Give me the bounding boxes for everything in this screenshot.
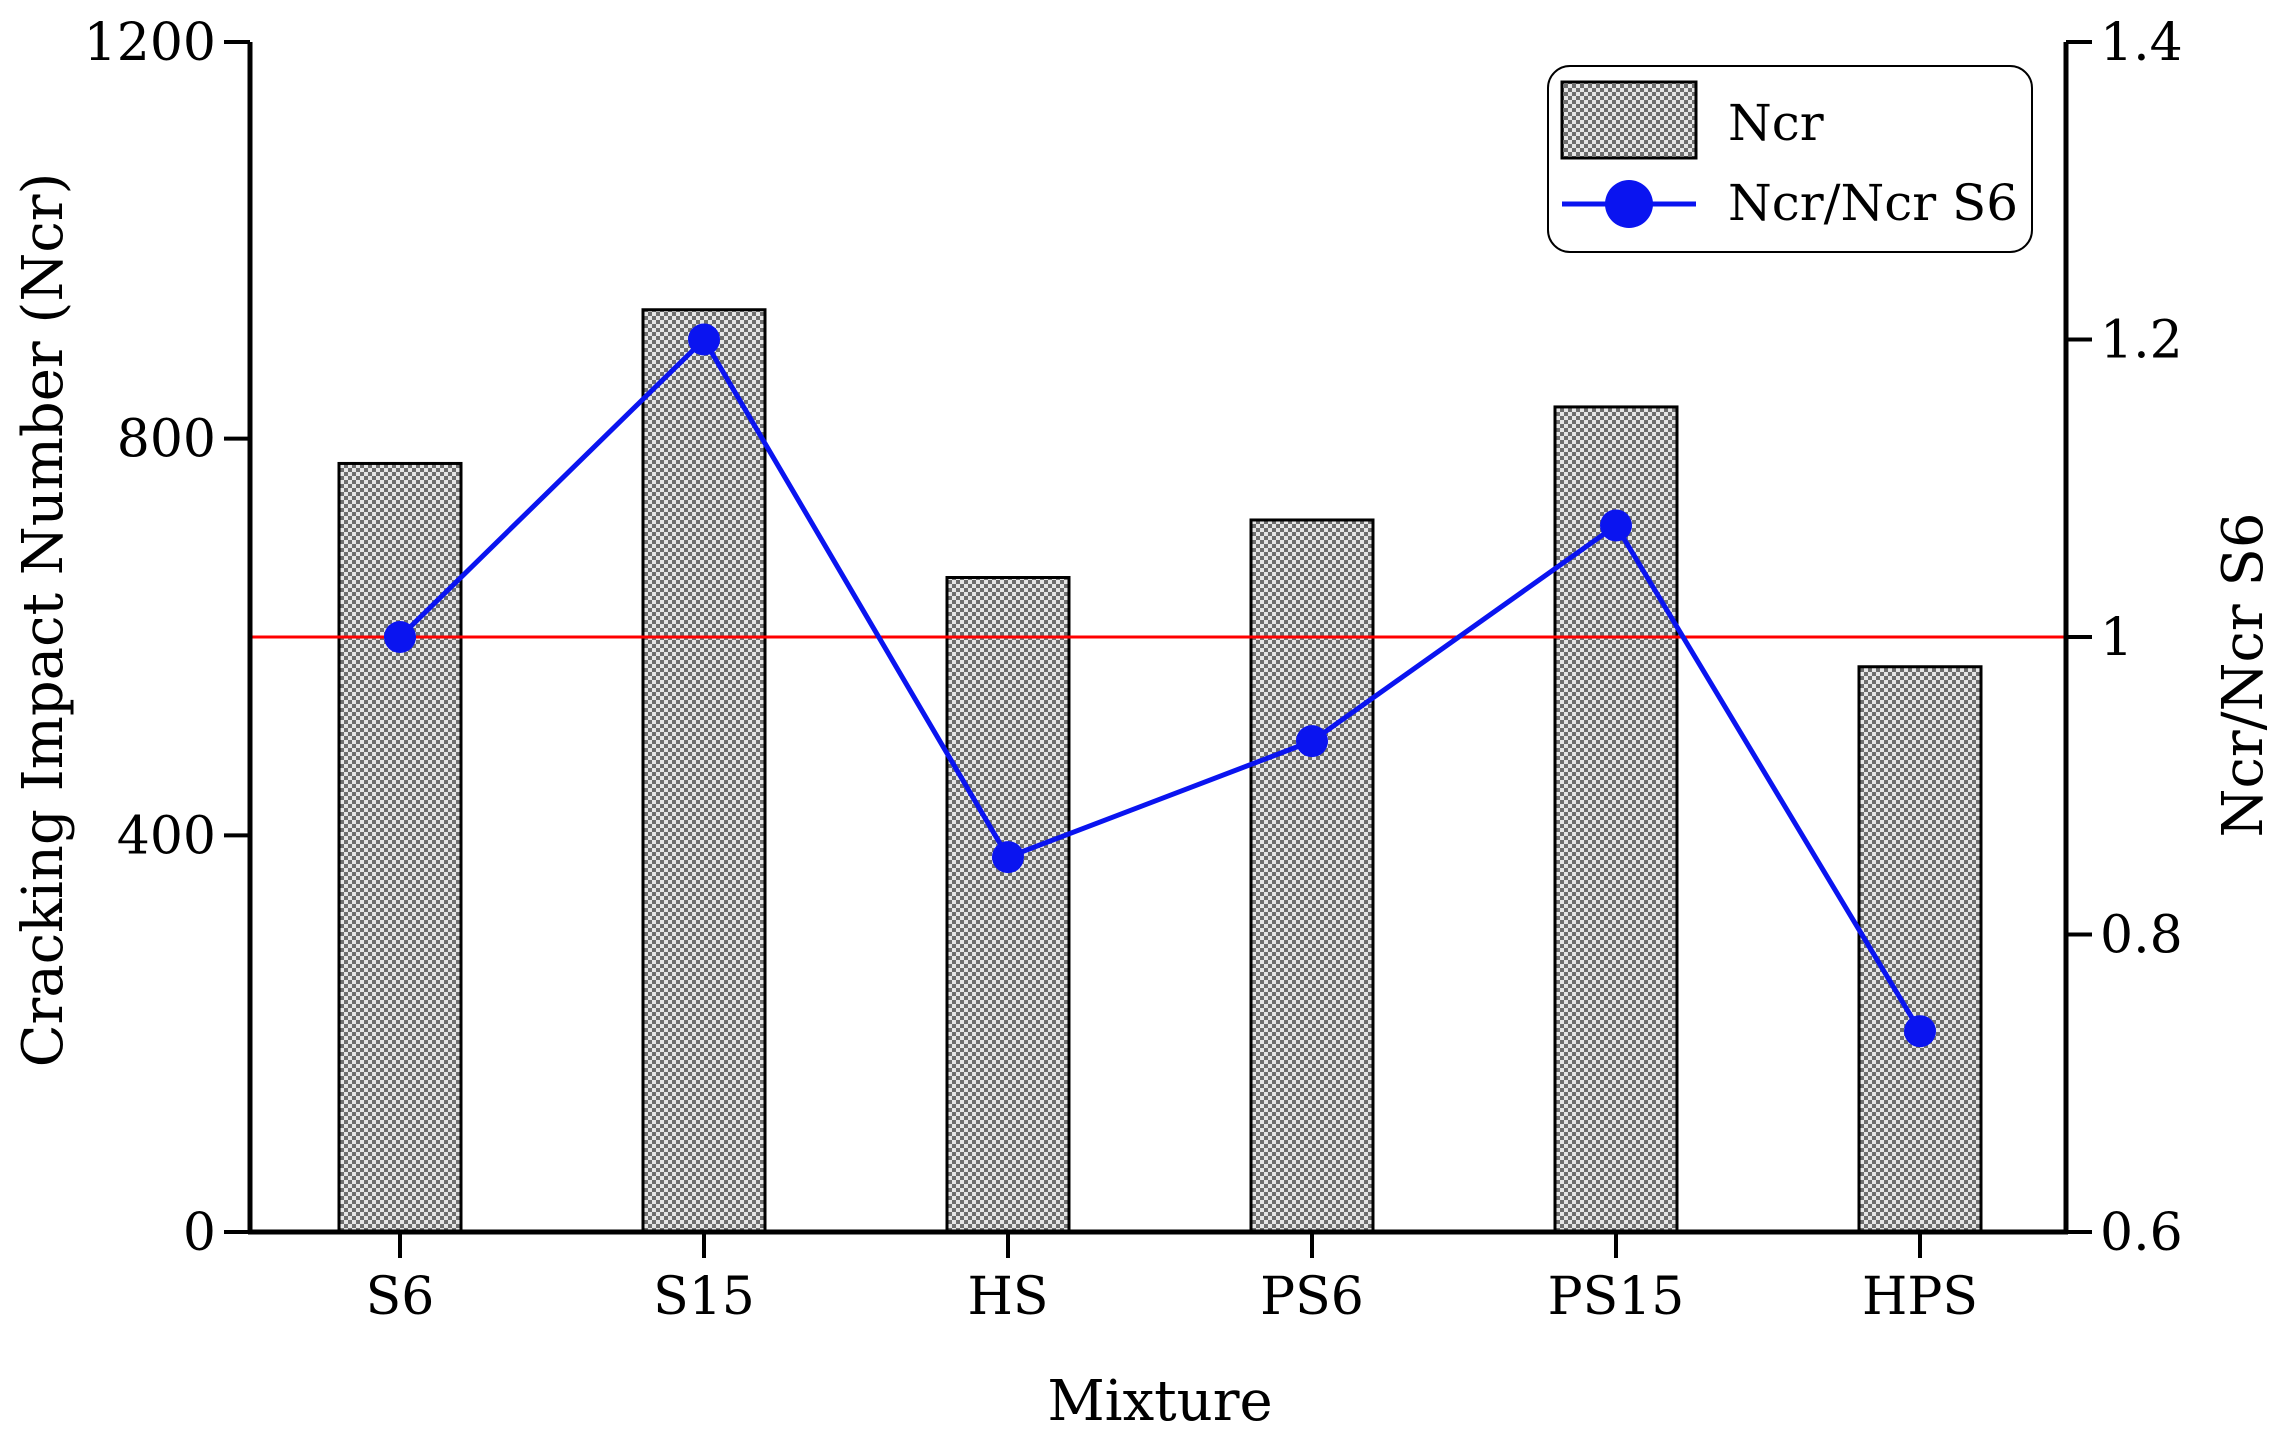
ratio-point-s6 (384, 621, 416, 653)
y-tick-label-800: 800 (117, 410, 216, 470)
legend-label-ratio: Ncr/Ncr S6 (1728, 174, 2018, 232)
x-tick-label-s15: S15 (653, 1267, 755, 1327)
legend-marker-swatch (1605, 180, 1653, 228)
y-axis-title: Cracking Impact Number (Ncr) (11, 173, 76, 1068)
legend-label-ncr: Ncr (1728, 94, 1824, 152)
y2-axis-title: Ncr/Ncr S6 (2211, 513, 2276, 838)
x-tick-label-ps6: PS6 (1260, 1267, 1364, 1327)
y-tick-label-1200: 1200 (84, 13, 216, 73)
x-tick-label-hps: HPS (1862, 1267, 1978, 1327)
ratio-point-s15 (688, 323, 720, 356)
bar-s15 (641, 308, 767, 1234)
bar-hps (1857, 665, 1983, 1234)
x-tick-label-ps15: PS15 (1548, 1267, 1685, 1327)
y2-tick-label-1: 1 (2100, 608, 2133, 668)
bar-ps6 (1249, 518, 1375, 1234)
ratio-point-ps6 (1296, 725, 1328, 758)
ratio-point-hps (1904, 1015, 1936, 1048)
x-tick-label-s6: S6 (366, 1267, 435, 1327)
x-axis-title: Mixture (1047, 1369, 1272, 1434)
bar-s6 (337, 461, 463, 1234)
legend: Ncr Ncr/Ncr S6 (1547, 65, 2033, 253)
ratio-series-line (398, 335, 1923, 1033)
y2-tick-label-1.2: 1.2 (2100, 311, 2183, 371)
ratio-point-hs (992, 841, 1024, 874)
legend-bar-swatch (1560, 80, 1698, 160)
y-tick-label-0: 0 (183, 1203, 216, 1263)
ratio-point-ps15 (1600, 509, 1632, 542)
bar-ps15 (1553, 405, 1679, 1234)
y2-tick-label-1.4: 1.4 (2100, 13, 2183, 73)
bar-hs (945, 576, 1071, 1234)
y2-tick-label-0.8: 0.8 (2100, 906, 2183, 966)
x-tick-label-hs: HS (968, 1267, 1049, 1327)
y-tick-label-400: 400 (117, 806, 216, 866)
y2-tick-label-0.6: 0.6 (2100, 1203, 2183, 1263)
